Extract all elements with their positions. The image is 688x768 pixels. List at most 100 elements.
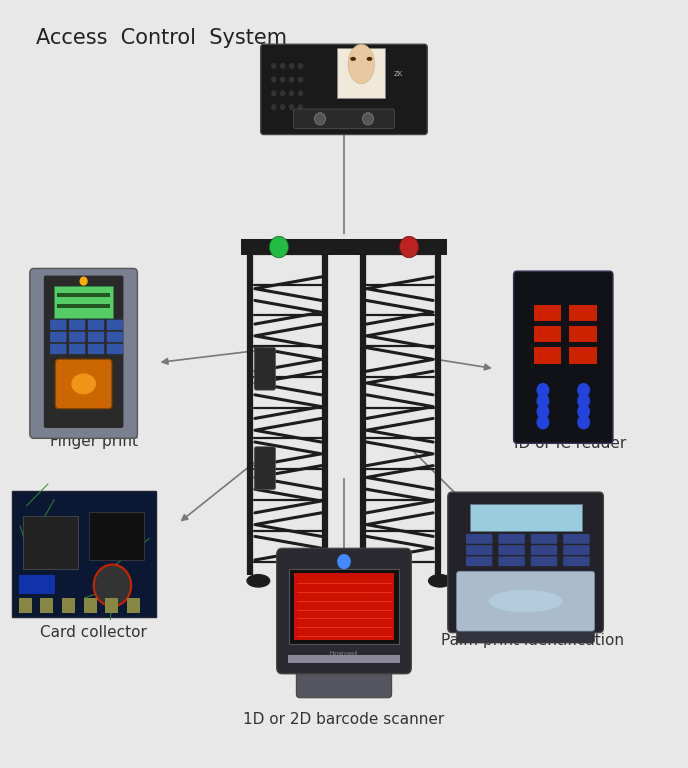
FancyBboxPatch shape [241, 239, 447, 256]
Circle shape [280, 77, 286, 83]
Ellipse shape [71, 373, 96, 395]
Text: 1D or 2D barcode scanner: 1D or 2D barcode scanner [244, 711, 444, 727]
FancyBboxPatch shape [88, 344, 104, 354]
Ellipse shape [367, 57, 372, 61]
FancyBboxPatch shape [12, 491, 155, 617]
Circle shape [94, 564, 131, 606]
Ellipse shape [372, 574, 396, 588]
FancyBboxPatch shape [19, 598, 32, 613]
FancyBboxPatch shape [107, 332, 123, 342]
Circle shape [537, 415, 550, 429]
FancyBboxPatch shape [41, 598, 54, 613]
Circle shape [400, 237, 419, 258]
FancyBboxPatch shape [530, 556, 557, 566]
Circle shape [537, 404, 550, 419]
FancyBboxPatch shape [69, 319, 85, 330]
FancyBboxPatch shape [255, 347, 275, 390]
FancyBboxPatch shape [50, 332, 67, 342]
Circle shape [271, 104, 277, 110]
FancyBboxPatch shape [89, 512, 144, 560]
FancyBboxPatch shape [54, 286, 114, 318]
FancyBboxPatch shape [498, 556, 525, 566]
FancyBboxPatch shape [294, 109, 394, 129]
Circle shape [280, 91, 286, 97]
Circle shape [577, 393, 590, 408]
FancyBboxPatch shape [297, 658, 391, 698]
FancyBboxPatch shape [466, 556, 493, 566]
FancyBboxPatch shape [534, 305, 561, 321]
FancyBboxPatch shape [498, 534, 525, 544]
FancyBboxPatch shape [261, 45, 427, 134]
FancyBboxPatch shape [84, 598, 96, 613]
FancyBboxPatch shape [69, 332, 85, 342]
Text: Finger print: Finger print [50, 434, 138, 449]
FancyBboxPatch shape [288, 654, 400, 664]
FancyBboxPatch shape [514, 271, 613, 443]
Circle shape [577, 415, 590, 429]
FancyBboxPatch shape [50, 319, 67, 330]
FancyBboxPatch shape [337, 48, 385, 98]
Circle shape [289, 77, 294, 83]
FancyBboxPatch shape [530, 534, 557, 544]
FancyBboxPatch shape [50, 344, 67, 354]
FancyBboxPatch shape [457, 571, 594, 631]
FancyBboxPatch shape [534, 347, 561, 364]
Circle shape [363, 113, 374, 125]
FancyBboxPatch shape [294, 573, 394, 640]
FancyBboxPatch shape [88, 332, 104, 342]
Ellipse shape [246, 574, 270, 588]
FancyBboxPatch shape [569, 326, 596, 343]
Circle shape [298, 104, 303, 110]
FancyBboxPatch shape [19, 575, 55, 594]
Text: ZK: ZK [394, 71, 403, 78]
FancyBboxPatch shape [530, 545, 557, 555]
FancyBboxPatch shape [448, 492, 603, 633]
Text: Card collector: Card collector [41, 625, 147, 640]
FancyBboxPatch shape [563, 556, 590, 566]
Circle shape [289, 104, 294, 110]
Circle shape [280, 63, 286, 69]
Circle shape [271, 63, 277, 69]
Text: Access  Control  System: Access Control System [36, 28, 287, 48]
Circle shape [537, 383, 550, 397]
Text: Honeywell: Honeywell [330, 651, 358, 657]
Circle shape [280, 104, 286, 110]
FancyBboxPatch shape [107, 319, 123, 330]
FancyBboxPatch shape [57, 304, 111, 309]
FancyBboxPatch shape [62, 598, 75, 613]
FancyBboxPatch shape [457, 607, 594, 643]
FancyBboxPatch shape [563, 545, 590, 555]
Circle shape [577, 383, 590, 397]
Circle shape [269, 237, 288, 258]
Ellipse shape [305, 574, 330, 588]
Circle shape [289, 91, 294, 97]
FancyBboxPatch shape [466, 534, 493, 544]
Circle shape [298, 91, 303, 97]
FancyBboxPatch shape [55, 359, 112, 409]
FancyBboxPatch shape [470, 504, 581, 531]
Circle shape [298, 77, 303, 83]
FancyBboxPatch shape [30, 269, 138, 439]
Text: ID or IC reader: ID or IC reader [514, 436, 626, 451]
Circle shape [289, 63, 294, 69]
FancyBboxPatch shape [466, 545, 493, 555]
Circle shape [298, 63, 303, 69]
FancyBboxPatch shape [569, 347, 596, 364]
FancyBboxPatch shape [277, 548, 411, 674]
FancyBboxPatch shape [498, 545, 525, 555]
Ellipse shape [428, 574, 452, 588]
FancyBboxPatch shape [23, 516, 78, 569]
FancyBboxPatch shape [107, 344, 123, 354]
Circle shape [80, 276, 88, 286]
FancyBboxPatch shape [105, 598, 118, 613]
FancyBboxPatch shape [127, 598, 140, 613]
Circle shape [537, 393, 550, 408]
Ellipse shape [348, 45, 374, 84]
FancyBboxPatch shape [290, 569, 398, 644]
Circle shape [577, 404, 590, 419]
FancyBboxPatch shape [563, 534, 590, 544]
FancyBboxPatch shape [534, 326, 561, 343]
Circle shape [271, 77, 277, 83]
Ellipse shape [350, 57, 356, 61]
FancyBboxPatch shape [88, 319, 104, 330]
